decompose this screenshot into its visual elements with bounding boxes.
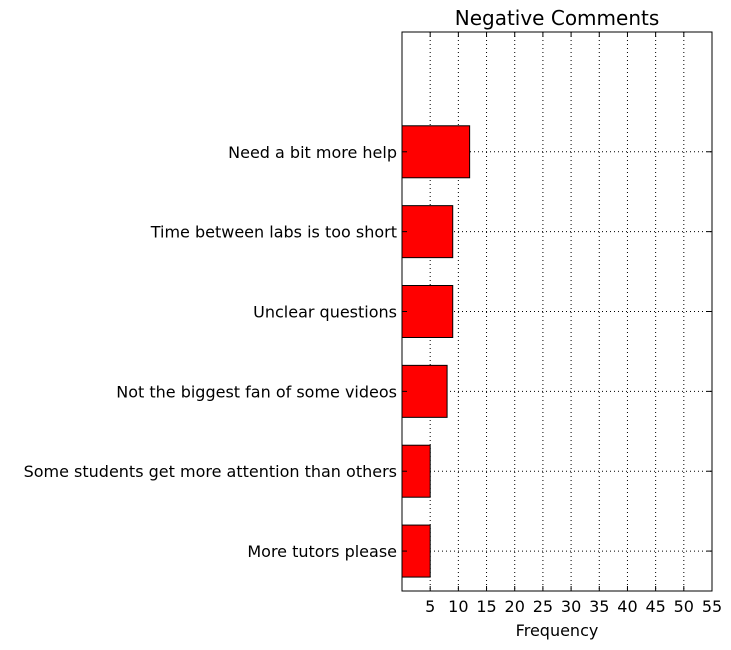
- category-label: More tutors please: [247, 542, 397, 561]
- x-tick-label: 35: [589, 597, 609, 616]
- bar: [401, 285, 454, 338]
- chart-title: Negative Comments: [455, 6, 660, 30]
- category-label: Not the biggest fan of some videos: [116, 382, 397, 401]
- category-label: Unclear questions: [253, 303, 397, 322]
- x-tick-label: 40: [617, 597, 637, 616]
- x-tick-label: 50: [674, 597, 694, 616]
- x-tick-label: 45: [645, 597, 665, 616]
- x-tick-label: 25: [533, 597, 553, 616]
- category-label: Need a bit more help: [228, 143, 397, 162]
- x-tick-label: 10: [448, 597, 468, 616]
- plot-frame: [401, 31, 713, 592]
- x-tick-label: 20: [505, 597, 525, 616]
- bar: [401, 125, 471, 179]
- x-axis-label: Frequency: [516, 621, 599, 640]
- bar: [401, 205, 454, 259]
- category-label: Some students get more attention than ot…: [24, 462, 397, 481]
- ticks-layer: [402, 32, 713, 591]
- bars-layer: [401, 125, 471, 578]
- x-tick-label: 55: [702, 597, 722, 616]
- x-tick-label: 5: [425, 597, 435, 616]
- x-tick-labels: 5 10 15 20 25 30 35 40 45 50 55: [425, 597, 722, 616]
- bar: [401, 364, 448, 418]
- category-label: Time between labs is too short: [150, 223, 397, 242]
- x-tick-label: 15: [476, 597, 496, 616]
- x-tick-label: 30: [561, 597, 581, 616]
- category-labels: More tutors please Some students get more…: [24, 143, 397, 561]
